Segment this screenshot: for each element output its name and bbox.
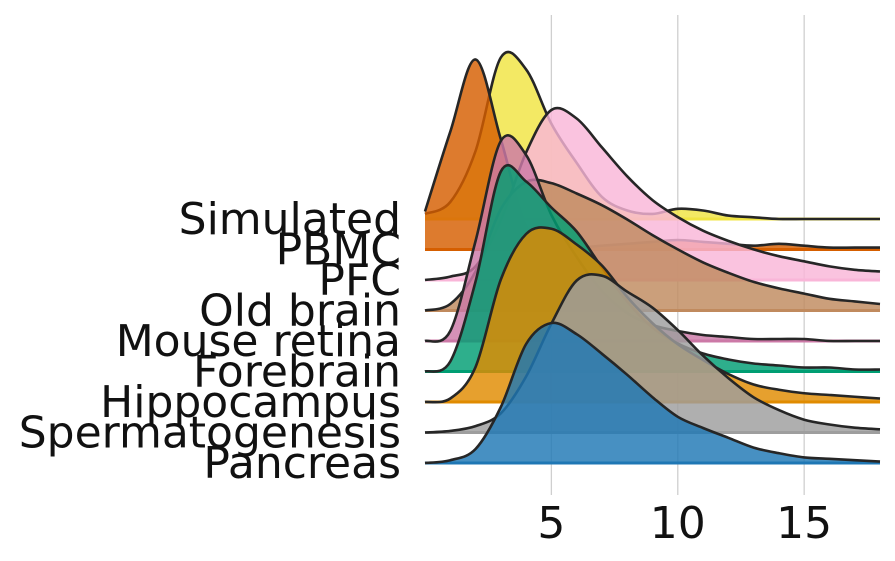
- ridge-area-pancreas: [425, 322, 880, 463]
- category-label-pfc: PFC: [318, 255, 401, 306]
- x-tick-label-15: 15: [776, 498, 832, 549]
- category-label-pancreas: Pancreas: [203, 438, 401, 489]
- ridge-series-group: [423, 50, 881, 465]
- ridge-pancreas: [424, 321, 881, 465]
- category-label-pbmc: PBMC: [276, 225, 401, 276]
- ridge-area-pbmc: [425, 59, 880, 250]
- ridge-outline-pancreas: [424, 321, 881, 465]
- x-tick-label-5: 5: [537, 498, 565, 549]
- category-label-mouse-retina: Mouse retina: [116, 316, 401, 367]
- category-label-hippocampus: Hippocampus: [100, 377, 401, 428]
- category-label-forebrain: Forebrain: [193, 347, 401, 398]
- category-label-spermatogenesis: Spermatogenesis: [19, 408, 401, 459]
- category-label-simulated: Simulated: [179, 194, 401, 245]
- x-tick-labels: 5 10 15: [537, 498, 832, 549]
- category-label-old-brain: Old brain: [199, 286, 401, 337]
- x-tick-label-10: 10: [650, 498, 706, 549]
